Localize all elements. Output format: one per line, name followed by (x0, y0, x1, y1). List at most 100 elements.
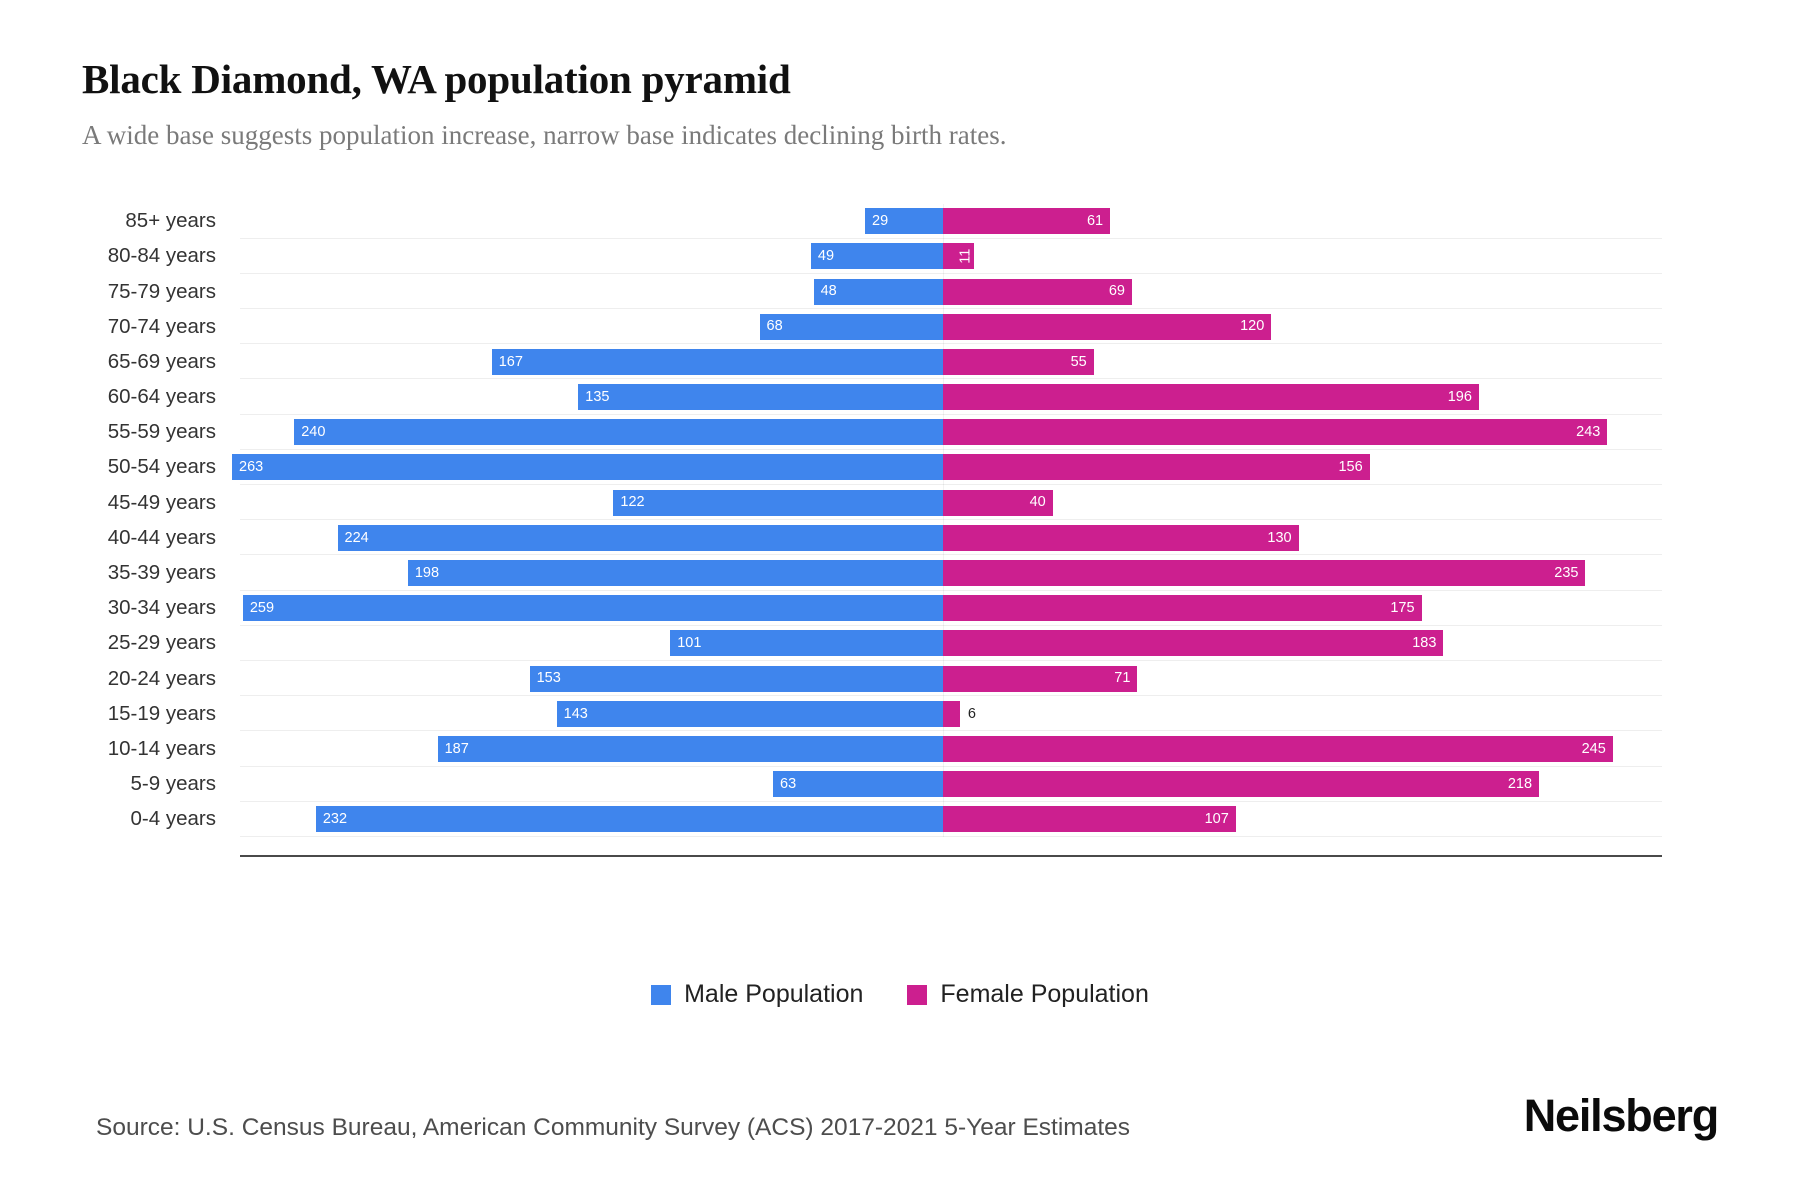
male-bar[interactable]: 153 (529, 665, 944, 692)
female-bar-value: 40 (1029, 494, 1046, 511)
pyramid-row: 50-54 years 263 156 (82, 449, 1722, 486)
gridline (240, 484, 1662, 486)
male-bar[interactable]: 240 (294, 419, 944, 446)
male-bar[interactable]: 29 (865, 208, 944, 235)
y-axis-tick-label: 75-79 years (107, 279, 216, 303)
y-axis-tick-label: 55-59 years (107, 420, 216, 444)
y-axis-tick-label: 25-29 years (107, 631, 216, 655)
pyramid-row: 75-79 years 48 69 (82, 273, 1722, 310)
female-bar[interactable]: 55 (943, 348, 1094, 375)
bar-track: 101 183 (232, 625, 1722, 661)
male-bar-value: 63 (780, 775, 797, 792)
pyramid-row: 65-69 years 167 55 (82, 344, 1722, 380)
male-bar[interactable]: 68 (759, 313, 944, 340)
y-axis-tick-label: 20-24 years (107, 666, 216, 690)
male-bar-value: 68 (766, 318, 783, 335)
pyramid-row: 60-64 years 135 196 (82, 379, 1722, 415)
bar-track: 240 243 (232, 414, 1722, 450)
female-bar-value: 61 (1086, 212, 1104, 229)
male-bar-value: 48 (820, 283, 837, 300)
bar-track: 29 61 (232, 203, 1722, 239)
male-bar[interactable]: 63 (773, 771, 944, 798)
male-bar[interactable]: 167 (491, 348, 944, 375)
gridline (240, 272, 1662, 274)
male-bar[interactable]: 232 (315, 806, 944, 833)
female-bar[interactable]: 156 (943, 454, 1370, 481)
female-bar[interactable]: 120 (943, 313, 1272, 340)
chart-footer: Source: U.S. Census Bureau, American Com… (96, 1090, 1719, 1142)
male-bar-value: 259 (249, 599, 275, 616)
female-bar-value: 245 (1581, 740, 1606, 757)
male-bar[interactable]: 122 (613, 489, 944, 516)
male-bar[interactable]: 49 (810, 243, 944, 270)
gridline (240, 659, 1662, 661)
female-bar[interactable]: 61 (943, 208, 1111, 235)
male-bar[interactable]: 48 (813, 278, 944, 305)
male-bar[interactable]: 263 (232, 454, 944, 481)
gridline (240, 237, 1662, 239)
gridline (240, 695, 1662, 697)
female-bar-value: 183 (1412, 635, 1437, 652)
male-bar[interactable]: 101 (670, 630, 944, 657)
y-axis-tick-label: 70-74 years (107, 314, 216, 338)
female-bar[interactable]: 243 (943, 419, 1608, 446)
y-axis-tick-label: 45-49 years (107, 490, 216, 514)
female-bar[interactable]: 245 (943, 735, 1613, 762)
bar-track: 198 235 (232, 555, 1722, 591)
male-bar[interactable]: 259 (242, 595, 944, 622)
chart-plot-area: 85+ years 29 61 80-84 years 49 11 75-79 years 4… (82, 203, 1722, 857)
female-bar[interactable]: 183 (943, 630, 1444, 657)
male-bar-value: 240 (301, 424, 326, 440)
female-bar-value: 243 (1576, 424, 1601, 440)
pyramid-row: 70-74 years 68 120 (82, 309, 1722, 345)
female-bar[interactable]: 40 (943, 489, 1053, 516)
female-bar[interactable]: 11 (943, 243, 974, 270)
female-bar[interactable]: 107 (943, 806, 1236, 833)
y-axis-tick-label: 30-34 years (107, 596, 216, 620)
y-axis-tick-label: 80-84 years (107, 244, 216, 268)
male-bar-value: 101 (677, 635, 702, 652)
gridline (240, 308, 1662, 310)
male-bar[interactable]: 187 (437, 735, 944, 762)
pyramid-row: 35-39 years 198 235 (82, 555, 1722, 591)
male-bar[interactable]: 224 (337, 524, 944, 551)
legend-item[interactable]: Male Population (651, 980, 863, 1009)
female-bar-value: 218 (1507, 775, 1533, 792)
gridline (240, 519, 1662, 521)
pyramid-row: 25-29 years 101 183 (82, 625, 1722, 661)
female-bar[interactable]: 218 (943, 771, 1540, 798)
pyramid-row: 55-59 years 240 243 (82, 414, 1722, 450)
pyramid-row: 5-9 years 63 218 (82, 766, 1722, 802)
bar-track: 263 156 (232, 449, 1722, 486)
male-bar-value: 135 (585, 388, 610, 405)
bar-track: 135 196 (232, 379, 1722, 415)
female-bar-value: 11 (957, 248, 974, 264)
y-axis-tick-label: 50-54 years (107, 455, 216, 479)
female-bar[interactable]: 175 (943, 595, 1422, 622)
male-bar-value: 143 (563, 705, 588, 722)
male-bar[interactable]: 198 (407, 560, 944, 586)
y-axis-tick-label: 65-69 years (107, 349, 216, 373)
female-bar-value: 69 (1108, 283, 1125, 300)
male-bar[interactable]: 135 (578, 384, 944, 411)
female-bar[interactable]: 130 (943, 524, 1299, 551)
male-bar-value: 187 (444, 740, 469, 757)
female-bar-value: 6 (967, 705, 976, 722)
female-bar[interactable]: 6 (943, 700, 976, 727)
female-bar[interactable]: 235 (943, 560, 1586, 586)
square-swatch-icon (651, 984, 672, 1005)
female-bar-value: 235 (1554, 564, 1579, 581)
legend-item[interactable]: Female Population (907, 980, 1149, 1009)
gridline (240, 835, 1662, 837)
male-bar-value: 29 (872, 212, 889, 229)
y-axis-tick-label: 5-9 years (130, 772, 216, 796)
female-bar-value: 71 (1114, 670, 1131, 687)
male-bar[interactable]: 143 (556, 700, 944, 727)
female-bar[interactable]: 71 (943, 665, 1138, 692)
gridline (240, 413, 1662, 415)
female-bar[interactable]: 69 (943, 278, 1132, 305)
female-bar[interactable]: 196 (943, 384, 1479, 411)
male-bar-value: 122 (620, 494, 645, 511)
bar-track: 153 71 (232, 660, 1722, 697)
bar-track: 167 55 (232, 344, 1722, 380)
